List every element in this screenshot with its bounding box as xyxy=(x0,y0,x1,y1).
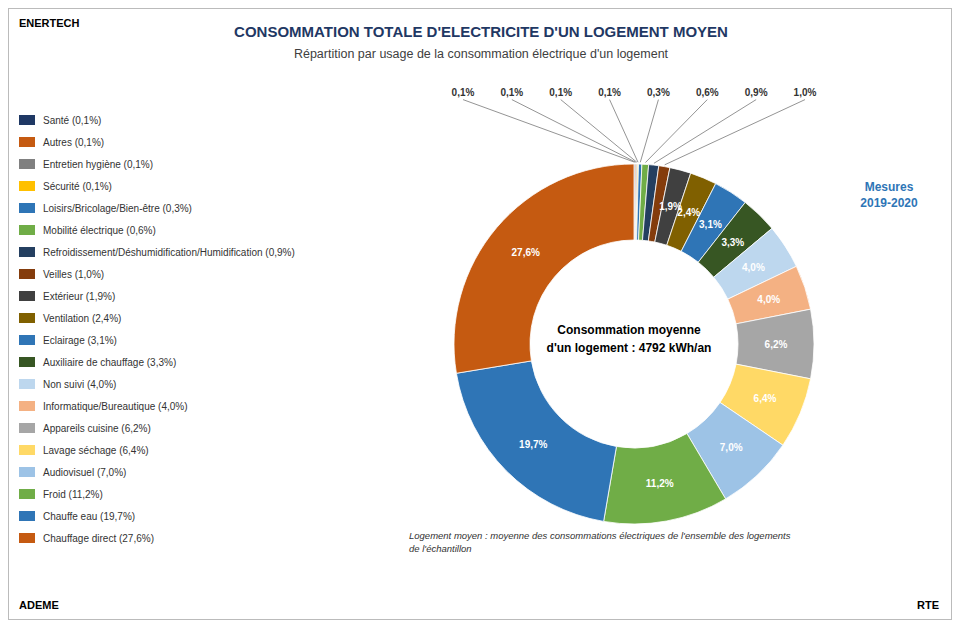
html-text:Logement moyen : moyenne des c: Logement moyen : moyenne des consommatio… xyxy=(409,530,791,541)
html-text:Audiovisuel (7,0%): Audiovisuel (7,0%) xyxy=(43,466,127,478)
html-text:Appareils cuisine (6,2%): Appareils cuisine (6,2%) xyxy=(43,422,151,434)
svg-text:27,6%: 27,6% xyxy=(512,247,540,258)
html-text:de l'échantillon: de l'échantillon xyxy=(409,543,472,554)
html-text:Ventilation (2,4%): Ventilation (2,4%) xyxy=(43,312,122,324)
html-text:Répartition par usage de la co: Répartition par usage de la consommation… xyxy=(293,47,669,61)
svg-text:0,9%: 0,9% xyxy=(745,87,768,98)
html-text:d'un logement : 4792 kWh/an: d'un logement : 4792 kWh/an xyxy=(546,341,712,355)
html-text:Chauffe eau (19,7%): Chauffe eau (19,7%) xyxy=(43,510,136,522)
html-text:Santé (0,1%): Santé (0,1%) xyxy=(43,114,102,126)
html-text:Autres (0,1%): Autres (0,1%) xyxy=(43,136,105,148)
svg-text:11,2%: 11,2% xyxy=(646,478,674,489)
html-text:RTE: RTE xyxy=(917,599,939,611)
html-text:Eclairage (3,1%): Eclairage (3,1%) xyxy=(43,334,117,346)
svg-text:0,1%: 0,1% xyxy=(452,87,475,98)
html-text:Loisirs/Bricolage/Bien-être (0: Loisirs/Bricolage/Bien-être (0,3%) xyxy=(43,202,192,214)
html-text:Lavage séchage (6,4%): Lavage séchage (6,4%) xyxy=(43,444,149,456)
svg-text:1,0%: 1,0% xyxy=(794,87,817,98)
svg-text:0,3%: 0,3% xyxy=(647,87,670,98)
html-text:Auxiliaire de chauffage (3,3%): Auxiliaire de chauffage (3,3%) xyxy=(43,356,177,368)
svg-text:0,1%: 0,1% xyxy=(598,87,621,98)
svg-text:19,7%: 19,7% xyxy=(519,439,547,450)
html-text:2019-2020: 2019-2020 xyxy=(860,196,918,210)
html-text:Sécurité (0,1%): Sécurité (0,1%) xyxy=(43,180,112,192)
svg-text:6,2%: 6,2% xyxy=(765,339,788,350)
svg-text:0,1%: 0,1% xyxy=(549,87,572,98)
svg-text:7,0%: 7,0% xyxy=(720,442,743,453)
html-text:Consommation moyenne: Consommation moyenne xyxy=(557,323,701,337)
html-text:CONSOMMATION TOTALE D'ELECTRIC: CONSOMMATION TOTALE D'ELECTRICITE D'UN L… xyxy=(234,23,728,40)
svg-text:0,1%: 0,1% xyxy=(500,87,523,98)
svg-text:4,0%: 4,0% xyxy=(757,294,780,305)
svg-text:0,6%: 0,6% xyxy=(696,87,719,98)
svg-text:1,9%: 1,9% xyxy=(659,201,682,213)
svg-text:6,4%: 6,4% xyxy=(754,393,777,404)
html-text:ENERTECH: ENERTECH xyxy=(19,17,80,29)
html-text:Refroidissement/Déshumidificat: Refroidissement/Déshumidification/Humidi… xyxy=(43,246,295,258)
svg-text:3,1%: 3,1% xyxy=(699,219,722,230)
html-text:Mesures: Mesures xyxy=(864,180,914,194)
html-text:Froid (11,2%): Froid (11,2%) xyxy=(43,488,103,500)
html-text:Entretien hygiène (0,1%): Entretien hygiène (0,1%) xyxy=(43,158,154,170)
html-text:Extérieur (1,9%): Extérieur (1,9%) xyxy=(43,290,116,302)
html-text:ADEME: ADEME xyxy=(19,599,59,611)
svg-text:2,4%: 2,4% xyxy=(677,207,700,218)
html-text:Mobilité électrique (0,6%): Mobilité électrique (0,6%) xyxy=(43,224,156,236)
svg-text:3,3%: 3,3% xyxy=(721,237,744,248)
html-text:Veilles (1,0%): Veilles (1,0%) xyxy=(43,268,105,280)
html-text:Non suivi (4,0%): Non suivi (4,0%) xyxy=(43,378,117,390)
html-text:Informatique/Bureautique (4,0%: Informatique/Bureautique (4,0%) xyxy=(43,400,188,412)
svg-text:4,0%: 4,0% xyxy=(742,262,765,273)
html-text:Chauffage direct (27,6%): Chauffage direct (27,6%) xyxy=(43,532,154,544)
